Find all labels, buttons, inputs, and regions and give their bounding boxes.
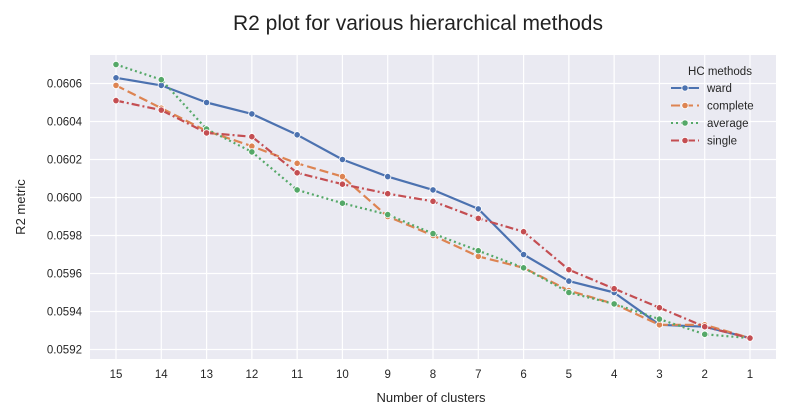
x-tick-label: 2 <box>702 369 708 381</box>
data-point-ward <box>474 205 482 213</box>
y-tick-label: 0.0596 <box>47 269 82 281</box>
x-tick-labels: 15 14 13 12 11 10 9 8 7 6 5 4 3 2 1 <box>110 369 754 381</box>
x-tick-label: 7 <box>475 369 481 381</box>
x-tick-label: 11 <box>291 369 303 381</box>
data-point-single <box>655 304 664 312</box>
x-tick-label: 9 <box>385 369 391 381</box>
chart-title: R2 plot for various hierarchical methods <box>233 12 603 35</box>
legend-marker-ward <box>681 84 689 92</box>
data-point-average <box>519 264 528 272</box>
legend-entry-ward: ward <box>671 83 732 95</box>
grid-lines <box>90 55 776 359</box>
data-point-ward <box>565 277 573 285</box>
y-axis-label: R2 metric <box>13 179 28 235</box>
data-point-complete <box>293 159 301 167</box>
legend-marker-single <box>681 136 689 145</box>
data-point-average <box>565 288 573 297</box>
data-point-average <box>701 330 709 338</box>
legend-label-ward: ward <box>706 83 732 95</box>
data-point-single <box>474 214 482 222</box>
data-point-single <box>384 190 392 198</box>
data-point-average <box>293 186 301 194</box>
data-point-single <box>701 323 709 331</box>
data-point-ward <box>248 110 256 118</box>
data-point-average <box>338 199 347 207</box>
data-point-ward <box>384 173 392 181</box>
data-point-average <box>610 300 618 308</box>
data-point-ward <box>202 98 211 107</box>
data-point-average <box>655 315 664 323</box>
data-point-average <box>429 230 437 238</box>
series-line-average <box>115 63 751 340</box>
x-axis-label: Number of clusters <box>376 390 486 405</box>
x-tick-label: 8 <box>430 369 436 381</box>
data-point-complete <box>112 81 120 90</box>
x-tick-label: 12 <box>245 369 258 381</box>
data-point-single <box>610 285 618 293</box>
data-point-single <box>293 169 301 177</box>
data-point-average <box>112 60 120 69</box>
y-tick-label: 0.0600 <box>47 193 82 205</box>
data-point-single <box>519 228 528 236</box>
legend-entry-average: average <box>671 118 749 130</box>
legend-entry-complete: complete <box>671 101 754 113</box>
y-tick-label: 0.0602 <box>47 155 82 167</box>
x-tick-label: 4 <box>611 369 618 381</box>
data-point-single <box>429 197 437 205</box>
legend-entry-single: single <box>671 136 737 148</box>
x-tick-label: 1 <box>747 369 753 381</box>
data-point-single <box>202 129 211 137</box>
y-tick-label: 0.0592 <box>47 345 82 357</box>
data-point-ward <box>112 74 120 82</box>
x-tick-label: 3 <box>656 369 662 381</box>
data-point-average <box>474 247 482 255</box>
data-point-ward <box>429 186 437 194</box>
y-tick-labels: 0.0592 0.0594 0.0596 0.0598 0.0600 0.0602 0.06… <box>47 79 83 357</box>
x-tick-label: 5 <box>566 369 572 381</box>
data-point-single <box>565 266 573 274</box>
series-single <box>112 97 754 342</box>
x-tick-label: 14 <box>155 369 168 381</box>
data-point-single <box>746 334 754 342</box>
data-point-complete <box>338 173 347 181</box>
data-point-single <box>338 180 347 188</box>
x-tick-label: 6 <box>520 369 526 381</box>
y-tick-label: 0.0598 <box>47 231 82 243</box>
legend-label-complete: complete <box>707 101 754 113</box>
data-point-single <box>248 133 256 141</box>
series-layer <box>112 60 754 342</box>
data-point-ward <box>338 155 347 164</box>
x-tick-label: 13 <box>200 369 213 381</box>
legend-label-single: single <box>707 136 737 148</box>
y-tick-label: 0.0594 <box>47 307 83 319</box>
data-point-average <box>384 211 392 219</box>
data-point-ward <box>519 250 528 259</box>
y-tick-label: 0.0604 <box>47 117 83 129</box>
legend: HC methods ward complete average single <box>671 66 754 148</box>
x-tick-label: 10 <box>336 369 349 381</box>
data-point-single <box>157 106 165 114</box>
legend-marker-complete <box>681 101 689 110</box>
legend-label-average: average <box>707 118 749 130</box>
data-point-ward <box>293 131 301 139</box>
x-tick-label: 15 <box>110 369 123 381</box>
legend-title: HC methods <box>688 66 752 78</box>
data-point-single <box>112 97 120 105</box>
data-point-average <box>248 148 256 156</box>
y-tick-label: 0.0606 <box>47 79 82 91</box>
data-point-average <box>157 76 165 84</box>
legend-marker-average <box>681 119 689 127</box>
